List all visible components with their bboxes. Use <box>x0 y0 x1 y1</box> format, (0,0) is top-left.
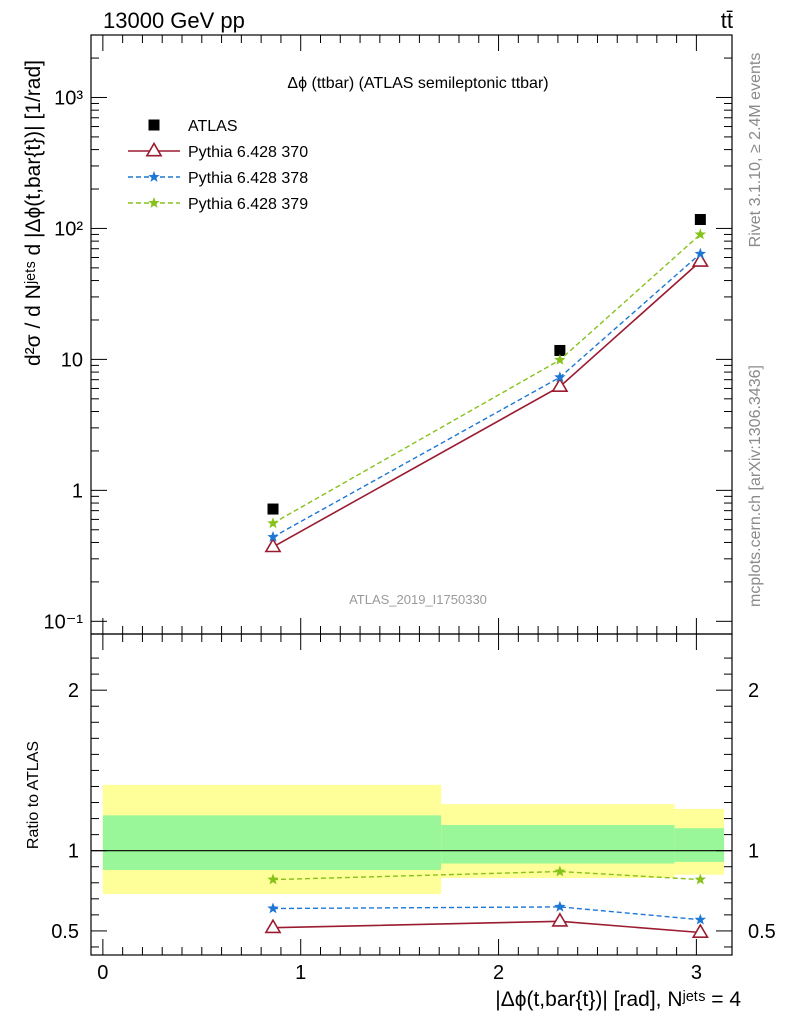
ratio-y-label: Ratio to ATLAS <box>25 741 42 849</box>
data-point <box>264 537 282 553</box>
series-line <box>272 233 701 524</box>
data-point <box>554 354 566 365</box>
main-marks <box>264 214 709 553</box>
main-y-tick-label: 10³ <box>54 87 83 109</box>
x-tick-label: 2 <box>493 962 504 984</box>
series-pythia-6-428-378 <box>267 247 707 542</box>
legend-entry: Pythia 6.428 379 <box>128 196 308 213</box>
legend-label: Pythia 6.428 370 <box>188 144 308 161</box>
main-title: Δϕ (ttbar) (ATLAS semileptonic ttbar) <box>287 75 548 92</box>
ratio-point <box>554 900 566 912</box>
uncertainty-band-inner <box>102 815 442 870</box>
uncertainty-band-inner <box>674 828 725 862</box>
main-y-tick-label: 10⁻¹ <box>44 611 84 633</box>
ratio-point <box>551 912 569 927</box>
series-pythia-6-428-370 <box>264 252 709 553</box>
data-point <box>554 371 566 383</box>
data-point <box>694 228 707 240</box>
legend-entry: ATLAS <box>148 118 238 135</box>
ratio-y-tick-label: 2 <box>68 680 79 702</box>
ratio-bands <box>91 784 732 895</box>
ratio-y-tick-label-right: 2 <box>748 680 759 702</box>
data-point <box>694 214 706 226</box>
data-point <box>694 247 707 259</box>
ratio-point <box>691 923 709 939</box>
series-atlas <box>267 214 706 515</box>
main-y-tick-label: 10 <box>61 349 83 371</box>
header-right: tt̄ <box>721 8 733 33</box>
ratio-series-line <box>272 906 701 921</box>
legend-marker <box>148 119 160 131</box>
data-point <box>551 377 569 393</box>
ratio-series-pythia-6-428-378 <box>267 900 707 925</box>
ratio-point <box>267 873 279 885</box>
legend-marker <box>148 171 160 182</box>
ratio-point <box>694 913 707 925</box>
mcplots-label: mcplots.cern.ch [arXiv:1306.3436] <box>747 365 764 607</box>
ratio-y-tick-label-right: 0.5 <box>748 921 776 943</box>
ratio-point <box>264 918 282 934</box>
ratio-panel: 0.5 0.5 1 1 2 2 0 1 2 3 Ratio to ATLAS |Δϕ(t,bar{… <box>25 633 776 1011</box>
header-left: 13000 GeV pp <box>103 8 245 33</box>
data-point <box>554 344 566 356</box>
ratio-point <box>554 865 566 877</box>
ratio-series-pythia-6-428-379 <box>267 865 707 885</box>
ratio-y-tick-label-right: 1 <box>748 841 759 863</box>
watermark: ATLAS_2019_I1750330 <box>349 592 487 607</box>
ratio-series-line <box>272 920 701 934</box>
ratio-y-tick-label: 1 <box>68 841 79 863</box>
legend: ATLAS Pythia 6.428 370 Pythia 6.428 378 Pyt… <box>128 118 308 213</box>
uncertainty-band-inner <box>441 824 675 864</box>
main-axes: 10⁻¹ 1 10 10² 10³ <box>44 34 732 634</box>
ratio-frame <box>90 633 733 956</box>
rivet-label: Rivet 3.1.10, ≥ 2.4M events <box>747 53 764 248</box>
legend-label: Pythia 6.428 378 <box>188 170 308 187</box>
data-point <box>267 517 279 529</box>
ratio-marks <box>264 865 709 939</box>
ratio-y-tick-label: 0.5 <box>51 921 79 943</box>
series-pythia-6-428-379 <box>267 228 707 529</box>
legend-marker <box>145 141 163 157</box>
main-y-tick-label: 10² <box>54 218 83 240</box>
legend-entry: Pythia 6.428 378 <box>128 170 308 187</box>
main-panel: 10⁻¹ 1 10 10² 10³ Δϕ (ttbar) (ATLAS semilept… <box>22 34 733 635</box>
legend-label: Pythia 6.428 379 <box>188 196 308 213</box>
x-tick-label: 3 <box>691 962 702 984</box>
x-tick-label: 1 <box>295 962 306 984</box>
ratio-point <box>267 902 279 914</box>
data-point <box>267 531 279 542</box>
legend-marker <box>148 197 160 208</box>
series-line <box>272 260 701 548</box>
legend-label: ATLAS <box>188 118 238 135</box>
series-line <box>272 253 701 538</box>
legend-entry: Pythia 6.428 370 <box>128 141 308 161</box>
ratio-series-line <box>272 870 701 881</box>
data-point <box>267 503 279 515</box>
ratio-series-pythia-6-428-370 <box>264 912 709 939</box>
main-y-tick-label: 1 <box>72 480 83 502</box>
ratio-point <box>694 873 707 885</box>
data-point <box>691 252 709 267</box>
ratio-axes: 0.5 0.5 1 1 2 2 0 1 2 3 <box>51 634 776 984</box>
x-axis-label: |Δϕ(t,bar{t})| [rad], Nʲᵉᵗˢ = 4 <box>495 988 741 1011</box>
main-y-label: d²σ / d Nʲᵉᵗˢ d |Δϕ(t,bar{t})| [1/rad] <box>22 60 45 366</box>
x-tick-label: 0 <box>97 962 108 984</box>
